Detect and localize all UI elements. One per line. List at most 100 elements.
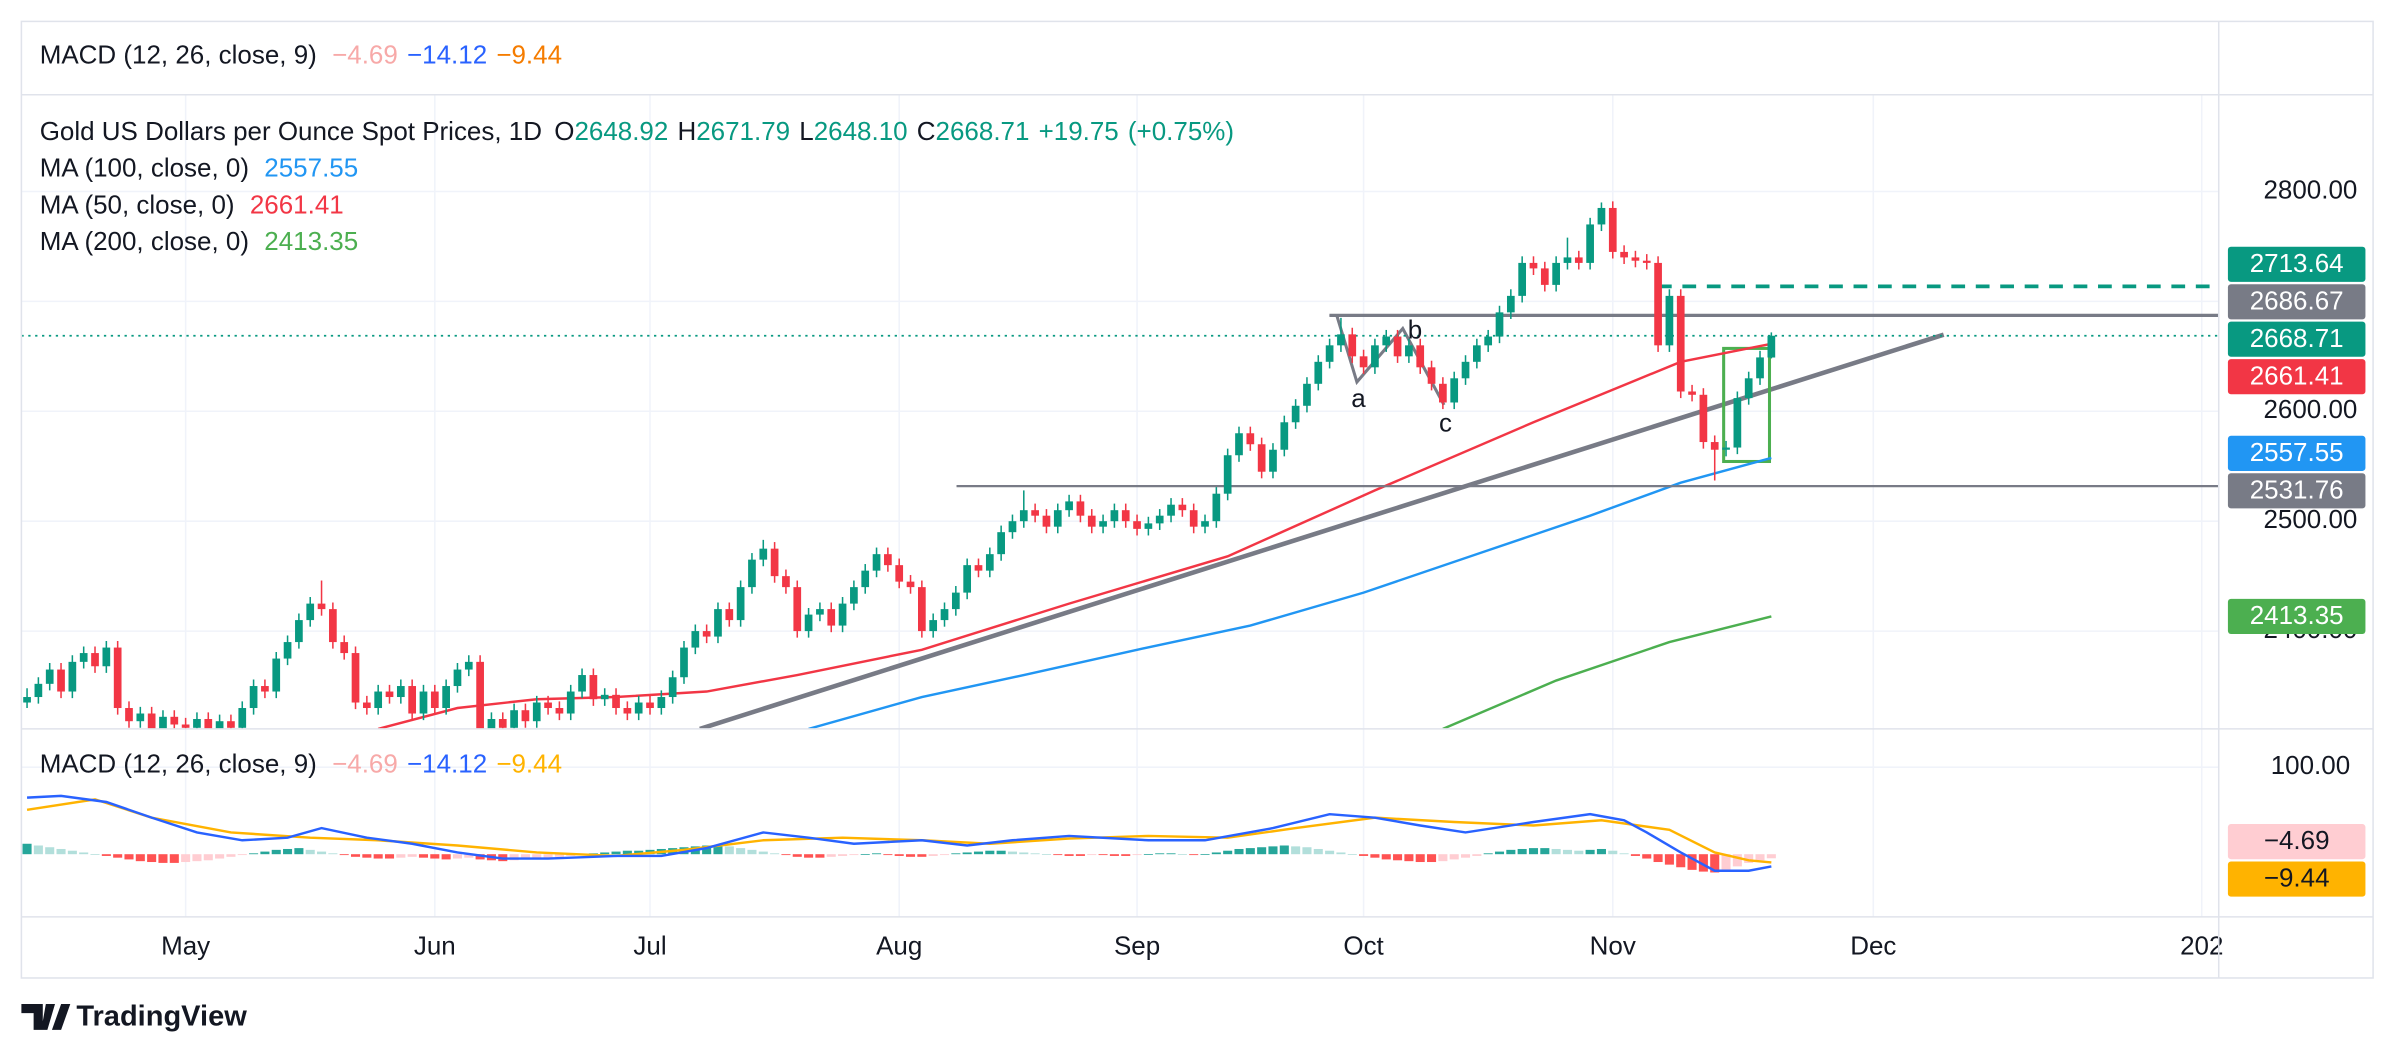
histogram-bar [838,854,848,856]
histogram-bar [554,854,564,857]
candle-body [1393,336,1402,357]
histogram-bar [203,854,213,861]
candle-body [929,620,938,632]
histogram-bar [1540,848,1550,855]
candle-body [1608,207,1617,252]
histogram-bar [1438,854,1448,862]
candle-body [1699,394,1708,443]
wave-label: b [1408,314,1422,344]
histogram-bar [1472,854,1482,856]
candle-body [1269,449,1277,472]
legend-value: 2557.55 [264,152,358,182]
candle-body [816,609,824,615]
price-badge-label: 2686.67 [2250,285,2344,315]
candle-body [668,677,677,698]
candle-body [45,669,54,684]
grid [21,94,2219,917]
x-tick-label: 202 [2180,930,2223,960]
candle-body [1087,515,1096,527]
histogram-bar [101,854,111,856]
candle-body [872,554,881,571]
histogram-bar [1007,851,1017,855]
candle-body [91,653,99,667]
candle-body [1201,521,1209,527]
candle-body [1314,361,1323,384]
histogram-bar [962,852,972,855]
histogram-bar [22,843,32,855]
candle-body [408,686,417,714]
histogram-bar [1257,847,1267,855]
histogram-bar [328,853,338,855]
price-badge [2227,321,2366,357]
candle-body [1099,521,1107,527]
candle-body [861,570,870,588]
histogram-bar [147,854,157,863]
candle-body [306,603,315,621]
y-tick-label: 2800.00 [2263,174,2357,204]
price-pane [21,201,2219,729]
ma-legend: MA (200, close, 0) 2413.35 [40,226,358,256]
candle-body [770,548,779,577]
histogram-bar [339,854,349,856]
candle-body [1291,405,1300,423]
candle-body [227,721,235,728]
candle-body [1620,251,1628,258]
candle-body [249,686,258,709]
candle-body [170,716,179,725]
candle-body [544,702,552,709]
candle-body [759,548,768,560]
legend-value: 2661.41 [250,189,344,219]
price-badge-label: 2557.55 [2250,437,2344,467]
macd-top-legend: MACD (12, 26, close, 9) −4.69 −14.12 −9.44 [40,39,562,69]
candle-body [804,614,813,632]
histogram-bar [894,854,904,856]
x-tick-label: Jul [633,930,666,960]
candle-body [521,710,530,722]
histogram-bar [1460,854,1471,858]
brand-name: TradingView [76,1000,247,1032]
wave-label: a [1351,383,1366,413]
histogram-bar [1211,852,1221,855]
histogram-bar [736,848,746,855]
histogram-bar [362,854,372,858]
histogram-bar [724,846,734,855]
histogram-bar [1630,854,1640,856]
candle-body [1382,336,1391,346]
histogram-bar [317,851,327,855]
candle-body [147,713,156,729]
histogram-bar [758,851,768,855]
histogram-bar [1245,848,1255,855]
histogram-bar [226,854,236,857]
chart-title: Gold US Dollars per Ounce Spot Prices, 1… [40,116,542,146]
indicator-line [26,794,1772,872]
histogram-bar [1041,854,1051,855]
histogram-bar [249,853,259,855]
candle-body [1257,444,1266,472]
histogram-bar [1710,854,1720,873]
histogram-bar [113,854,123,858]
candle-body [1076,501,1085,516]
histogram-bar [1155,853,1165,855]
histogram-bar [917,854,927,857]
candle-body [1540,268,1549,285]
legend-key: O [554,116,574,146]
histogram-bar [1381,854,1391,860]
candle-body [204,719,213,729]
histogram-bar [1359,854,1369,856]
histogram-bar [237,854,247,856]
candle-body [1223,455,1232,494]
candle-body [940,609,949,621]
candle-body [1405,345,1413,357]
legend-value: −9.44 [496,748,562,778]
candle-body [1756,357,1764,379]
candle-body [1053,510,1062,527]
histogram-bar [1653,854,1663,863]
ma-legend: MA (50, close, 0) 2661.41 [40,189,344,219]
price-badge [2227,861,2366,897]
candle-body [283,642,292,659]
histogram-bar [1744,854,1754,863]
histogram-bar [702,845,712,855]
candle-body [600,694,609,700]
histogram-bar [804,854,814,858]
